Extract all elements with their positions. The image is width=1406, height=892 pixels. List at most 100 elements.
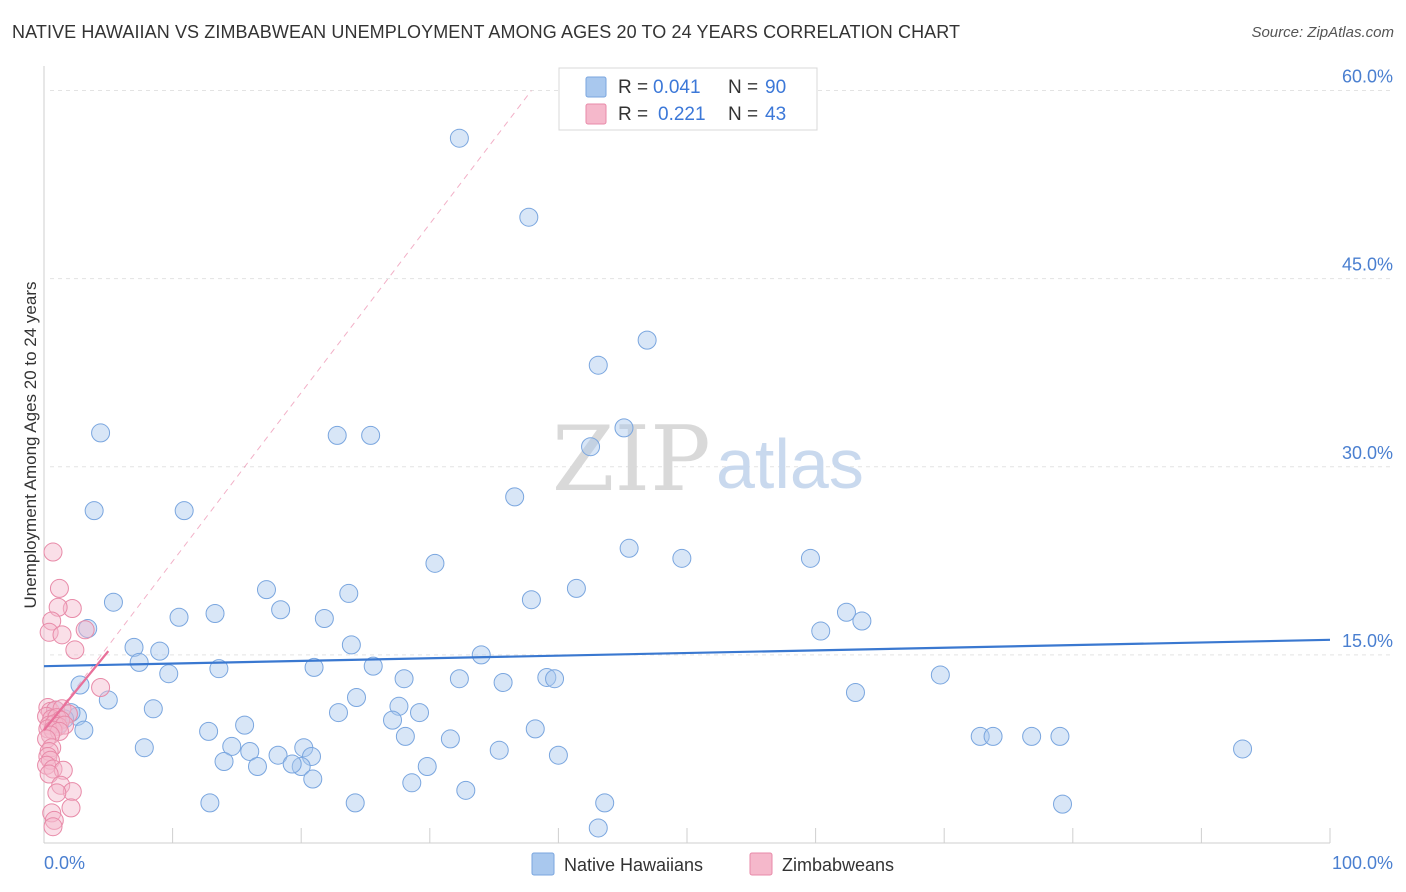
native-hawaiian-point bbox=[505, 487, 525, 507]
bottom-legend-native-hawaiians: Native Hawaiians bbox=[564, 855, 703, 875]
zimbabwean-point bbox=[49, 578, 69, 598]
x-tick-label: 100.0% bbox=[1332, 853, 1393, 873]
zimbabwean-point bbox=[91, 677, 111, 697]
zimbabwean-point bbox=[47, 783, 67, 803]
native-hawaiian-point bbox=[363, 656, 383, 676]
zimbabwean-point bbox=[42, 803, 62, 823]
native-hawaiian-point bbox=[240, 741, 260, 761]
native-hawaiian-point bbox=[525, 719, 545, 739]
native-hawaiian-point bbox=[282, 754, 302, 774]
native-hawaiian-point bbox=[588, 355, 608, 375]
native-hawaiian-point bbox=[74, 720, 94, 740]
native-hawaiian-point bbox=[519, 207, 539, 227]
native-hawaiian-point bbox=[361, 425, 381, 445]
native-hawaiian-point bbox=[614, 418, 634, 438]
native-hawaiian-point bbox=[314, 609, 334, 629]
native-hawaiian-point bbox=[394, 669, 414, 689]
native-hawaiian-trend-line bbox=[43, 638, 1331, 668]
native-hawaiian-point bbox=[1022, 726, 1042, 746]
native-hawaiian-point bbox=[845, 683, 865, 703]
native-hawaiian-point bbox=[566, 578, 586, 598]
legend-r-label: R = bbox=[618, 104, 648, 125]
y-axis-label: Unemployment Among Ages 20 to 24 years bbox=[21, 282, 40, 609]
zimbabwean-point bbox=[43, 759, 63, 779]
native-hawaiian-point bbox=[84, 501, 104, 521]
zimbabwean-point bbox=[42, 611, 62, 631]
native-hawaiian-point bbox=[256, 580, 276, 600]
zimbabwean-point bbox=[53, 760, 73, 780]
legend-n-label: N = bbox=[728, 104, 758, 125]
zimbabwean-trend-line bbox=[43, 650, 110, 731]
bottom-legend: Native Hawaiians Zimbabweans bbox=[531, 852, 894, 876]
native-hawaiian-point bbox=[1053, 794, 1073, 814]
native-hawaiian-point bbox=[425, 553, 445, 573]
native-hawaiian-point bbox=[199, 721, 219, 741]
native-hawaiian-point bbox=[619, 538, 639, 558]
native-hawaiian-point bbox=[410, 703, 430, 723]
native-hawaiian-point bbox=[328, 703, 348, 723]
native-hawaiian-point bbox=[209, 659, 229, 679]
native-hawaiian-point bbox=[440, 729, 460, 749]
native-hawaiian-point bbox=[471, 645, 491, 665]
native-hawaiian-point bbox=[159, 664, 179, 684]
native-hawaiian-point bbox=[395, 726, 415, 746]
native-hawaiian-point bbox=[852, 611, 872, 631]
native-hawaiian-point bbox=[800, 548, 820, 568]
x-tick-label: 0.0% bbox=[44, 853, 85, 873]
native-hawaiian-point bbox=[1050, 726, 1070, 746]
watermark-atlas: atlas bbox=[716, 425, 864, 503]
gridlines bbox=[50, 90, 1392, 656]
legend-n-label: N = bbox=[728, 77, 758, 98]
native-hawaiian-point bbox=[327, 425, 347, 445]
native-hawaiian-point bbox=[983, 726, 1003, 746]
zimbabwean-point bbox=[61, 798, 81, 818]
native-hawaiian-point bbox=[268, 745, 288, 765]
native-hawaiian-point bbox=[581, 437, 601, 457]
y-tick-label: 30.0% bbox=[1342, 443, 1393, 463]
zimbabwean-extended-trend bbox=[43, 90, 532, 731]
native-hawaiian-point bbox=[304, 657, 324, 677]
native-hawaiian-point bbox=[836, 602, 856, 622]
bottom-legend-swatch-native-hawaiians bbox=[531, 852, 555, 876]
native-hawaiian-point bbox=[205, 604, 225, 623]
native-hawaiian-point bbox=[143, 699, 163, 719]
zimbabwean-point bbox=[65, 640, 85, 660]
native-hawaiian-point bbox=[341, 635, 361, 655]
native-hawaiian-point bbox=[672, 548, 692, 568]
zimbabwean-trend-dashed bbox=[43, 90, 532, 731]
native-hawaiian-point bbox=[345, 793, 365, 813]
zimbabwean-point bbox=[62, 782, 82, 802]
zimbabwean-point bbox=[44, 810, 64, 830]
native-hawaiian-point bbox=[548, 745, 568, 765]
native-hawaiian-point bbox=[449, 128, 469, 148]
native-hawaiian-point bbox=[346, 688, 366, 708]
native-hawaiian-point bbox=[811, 621, 831, 641]
native-hawaiian-point bbox=[303, 769, 323, 789]
native-hawaiian-point bbox=[588, 818, 608, 838]
native-hawaiian-point bbox=[301, 746, 321, 766]
zimbabwean-point bbox=[62, 598, 82, 618]
native-hawaiian-point bbox=[402, 773, 422, 793]
native-hawaiian-point bbox=[637, 330, 657, 350]
watermark-zip: ZIP bbox=[552, 407, 711, 512]
watermark: ZIP atlas bbox=[552, 407, 864, 512]
chart-source: Source: ZipAtlas.com bbox=[1251, 24, 1394, 41]
zimbabwean-point bbox=[43, 542, 63, 562]
native-hawaiian-points bbox=[46, 128, 1253, 838]
native-hawaiian-point bbox=[200, 793, 220, 813]
native-hawaiian-point bbox=[91, 423, 111, 443]
native-hawaiian-point bbox=[1233, 739, 1253, 759]
native-hawaiian-point bbox=[271, 600, 291, 620]
y-tick-label: 45.0% bbox=[1342, 255, 1393, 275]
tick-labels: 15.0% 30.0% 45.0% 60.0% 0.0% 100.0% bbox=[44, 67, 1393, 873]
native-hawaiian-point bbox=[383, 710, 403, 730]
native-hawaiian-point bbox=[103, 592, 123, 612]
native-hawaiian-point bbox=[595, 793, 615, 813]
legend-swatch-zimbabweans bbox=[585, 103, 607, 125]
native-hawaiian-point bbox=[493, 672, 513, 692]
native-hawaiian-point bbox=[417, 757, 437, 776]
legend-r-value-native-hawaiians: 0.041 bbox=[653, 77, 701, 98]
native-hawaiian-point bbox=[545, 669, 565, 689]
legend-swatch-native-hawaiians bbox=[585, 76, 607, 98]
